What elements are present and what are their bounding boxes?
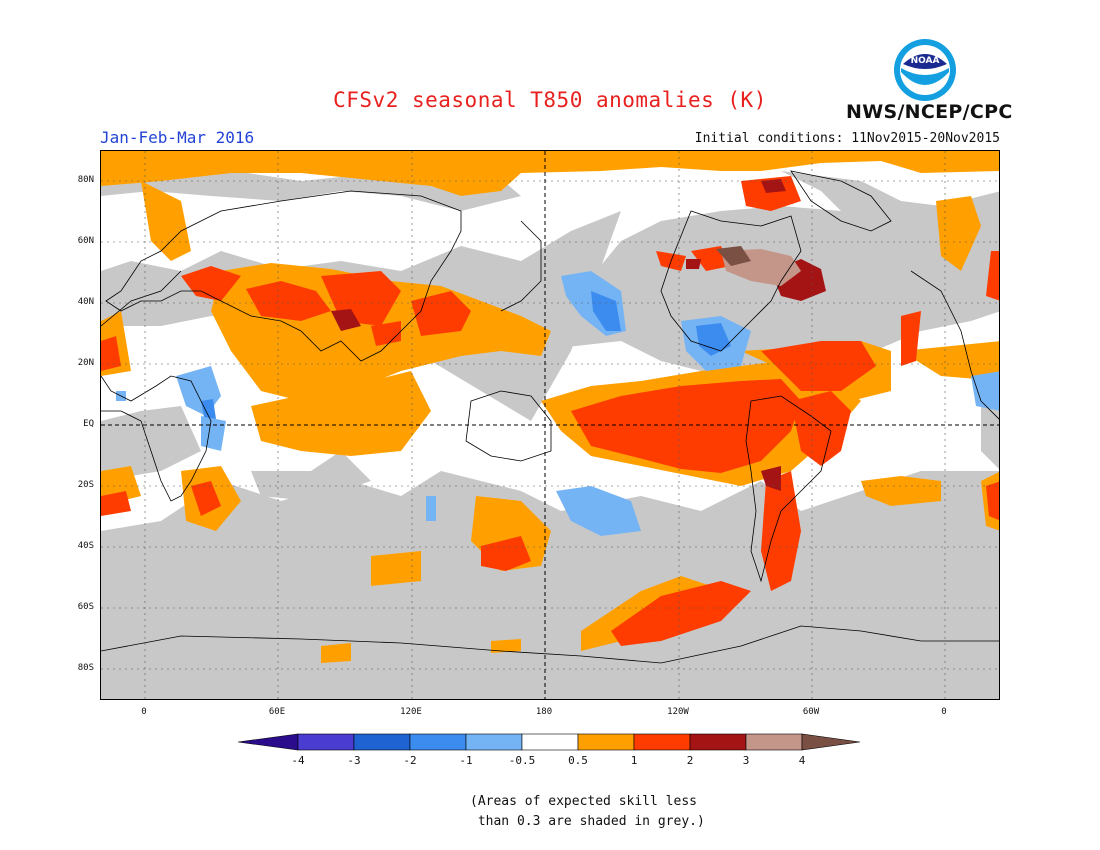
scale-label-neg1: -1 (459, 754, 473, 767)
lon-label-60e: 60E (268, 707, 286, 717)
lat-label-20n: 20N (77, 358, 94, 368)
logo-text: NOAA (911, 56, 940, 66)
scale-label-4: 4 (798, 754, 806, 767)
lon-label-180: 180 (535, 707, 553, 717)
scale-label-0.5: 0.5 (568, 754, 588, 767)
lat-label-eq: EQ (83, 419, 94, 429)
scale-label-2: 2 (686, 754, 694, 767)
low-skill-shading (101, 169, 999, 699)
noaa-logo: NOAA (894, 39, 956, 101)
lat-label-60s: 60S (77, 602, 94, 612)
map-title: CFSv2 seasonal T850 anomalies (K) (333, 88, 767, 112)
color-scale-bar (238, 733, 861, 751)
map-layers (101, 151, 999, 699)
anomaly-map (100, 150, 1000, 700)
coastlines (101, 170, 999, 664)
scale-label-neg3: -3 (347, 754, 361, 767)
lat-label-40s: 40S (77, 541, 94, 551)
scale-label-neg0.5: -0.5 (508, 754, 536, 767)
scale-label-neg4: -4 (291, 754, 305, 767)
scale-label-3: 3 (742, 754, 750, 767)
scale-label-1: 1 (630, 754, 638, 767)
lat-label-60n: 60N (77, 236, 94, 246)
scale-label-neg2: -2 (403, 754, 417, 767)
skill-note: (Areas of expected skill less than 0.3 a… (470, 794, 705, 829)
equator-dateline (101, 151, 999, 699)
lon-label-120w: 120W (667, 707, 689, 717)
lat-label-20s: 20S (77, 480, 94, 490)
lon-label-120e: 120E (400, 707, 422, 717)
forecast-period: Jan-Feb-Mar 2016 (100, 128, 255, 147)
graticule (101, 151, 999, 699)
anomaly-above-4K (716, 246, 751, 266)
lat-label-40n: 40N (77, 297, 94, 307)
agency-label: NWS/NCEP/CPC (846, 101, 1013, 123)
anomaly-1-2K (101, 176, 999, 646)
lon-label-0: 0 (141, 707, 147, 717)
lon-label-0-east: 0 (941, 707, 947, 717)
anomaly-neg-0.5-neg-1K (116, 271, 999, 536)
lon-label-60w: 60W (802, 707, 820, 717)
lat-label-80n: 80N (77, 175, 94, 185)
initial-conditions: Initial conditions: 11Nov2015-20Nov2015 (694, 131, 1000, 146)
lat-label-80s: 80S (77, 663, 94, 673)
anomaly-neg-1-neg-2K (201, 291, 731, 419)
